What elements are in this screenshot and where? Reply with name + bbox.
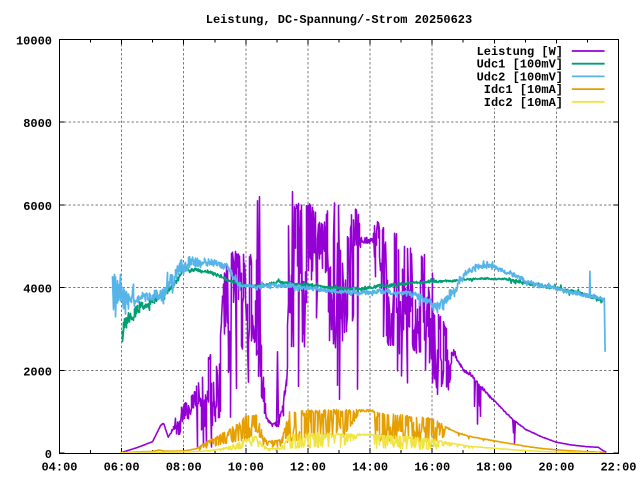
svg-text:20:00: 20:00 xyxy=(538,461,574,475)
svg-text:06:00: 06:00 xyxy=(104,461,140,475)
svg-text:Idc2 [10mA]: Idc2 [10mA] xyxy=(484,96,563,110)
svg-text:2000: 2000 xyxy=(23,365,52,379)
svg-text:Idc1 [10mA]: Idc1 [10mA] xyxy=(484,83,563,97)
svg-text:6000: 6000 xyxy=(23,200,52,214)
svg-text:0: 0 xyxy=(45,448,52,462)
svg-text:8000: 8000 xyxy=(23,117,52,131)
svg-text:22:00: 22:00 xyxy=(600,461,636,475)
svg-text:Udc2 [100mV]: Udc2 [100mV] xyxy=(477,70,563,84)
svg-text:04:00: 04:00 xyxy=(41,461,77,475)
svg-text:08:00: 08:00 xyxy=(166,461,202,475)
svg-text:10000: 10000 xyxy=(16,34,52,48)
svg-text:Udc1 [100mV]: Udc1 [100mV] xyxy=(477,58,563,72)
svg-text:16:00: 16:00 xyxy=(414,461,450,475)
svg-text:Leistung [W]: Leistung [W] xyxy=(477,45,563,59)
svg-text:14:00: 14:00 xyxy=(352,461,388,475)
svg-text:Leistung, DC-Spannung/-Strom 2: Leistung, DC-Spannung/-Strom 20250623 xyxy=(206,13,472,27)
svg-text:18:00: 18:00 xyxy=(476,461,512,475)
svg-text:4000: 4000 xyxy=(23,283,52,297)
svg-text:12:00: 12:00 xyxy=(290,461,326,475)
svg-text:10:00: 10:00 xyxy=(228,461,264,475)
